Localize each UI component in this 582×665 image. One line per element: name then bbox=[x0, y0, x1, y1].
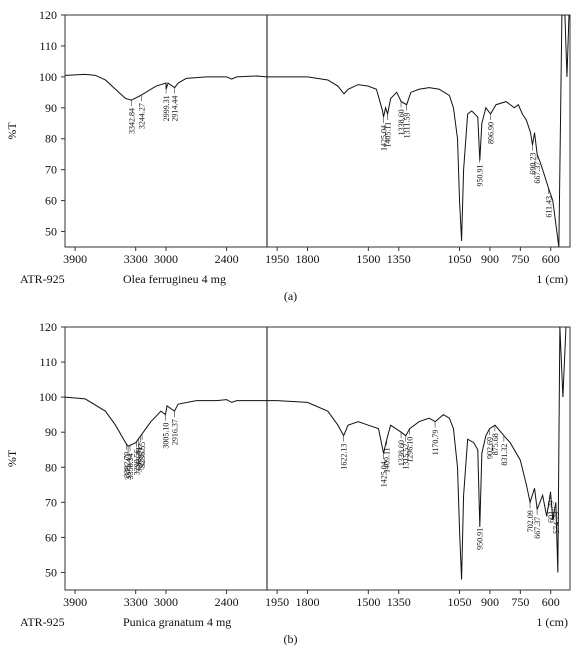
peak-label: 1296.10 bbox=[406, 437, 415, 463]
x-tick-label: 1800 bbox=[296, 595, 320, 609]
peak-label: 667.37 bbox=[533, 517, 542, 539]
peak-label: 1405.11 bbox=[384, 122, 393, 148]
peak-label: 3244.27 bbox=[137, 103, 146, 129]
x-unit-label: 1 (cm) bbox=[536, 272, 568, 286]
y-tick-label: 70 bbox=[45, 495, 57, 509]
y-tick-label: 100 bbox=[39, 70, 57, 84]
x-tick-label: 750 bbox=[511, 595, 529, 609]
x-tick-label: 1950 bbox=[265, 595, 289, 609]
peak-label: 3269.91 bbox=[135, 446, 144, 472]
x-tick-label: 3900 bbox=[63, 252, 87, 266]
y-tick-label: 80 bbox=[45, 460, 57, 474]
x-tick-label: 900 bbox=[481, 252, 499, 266]
peak-label: 896.90 bbox=[487, 122, 496, 144]
x-tick-label: 600 bbox=[542, 595, 560, 609]
x-tick-label: 1350 bbox=[387, 595, 411, 609]
y-tick-label: 90 bbox=[45, 101, 57, 115]
peak-label: 1315.52 bbox=[402, 444, 411, 470]
sample-label: Olea ferrugineu 4 mg bbox=[123, 272, 226, 286]
y-tick-label: 60 bbox=[45, 194, 57, 208]
instrument-label: ATR-925 bbox=[20, 272, 65, 286]
peak-label: 902.69 bbox=[485, 437, 494, 459]
x-tick-label: 1500 bbox=[356, 595, 380, 609]
y-tick-label: 110 bbox=[39, 355, 57, 369]
plot-frame bbox=[64, 326, 571, 591]
panel: 50 60 70 80 90 100 110 120 3900 3300 3000 2400 1950 1… bbox=[5, 320, 571, 646]
x-tick-label: 3900 bbox=[63, 595, 87, 609]
peak-label: 1311.59 bbox=[403, 113, 412, 139]
peak-label: 3342.84 bbox=[127, 108, 136, 134]
peak-label: 702.09 bbox=[526, 510, 535, 532]
peak-label: 1425.04 bbox=[380, 461, 389, 487]
x-unit-label: 1 (cm) bbox=[536, 615, 568, 629]
x-tick-label: 1950 bbox=[265, 252, 289, 266]
spectrum-line bbox=[65, 327, 569, 580]
x-tick-label: 1050 bbox=[448, 595, 472, 609]
peak-label: 3392.79 bbox=[122, 452, 131, 478]
peak-label: 667.37 bbox=[533, 162, 542, 184]
y-tick-label: 50 bbox=[45, 225, 57, 239]
instrument-label: ATR-925 bbox=[20, 615, 65, 629]
y-tick-label: 120 bbox=[39, 320, 57, 334]
peak-label: 950.91 bbox=[476, 164, 485, 186]
x-tick-label: 3300 bbox=[124, 252, 148, 266]
peak-label: 3290.56 bbox=[133, 449, 142, 475]
x-tick-label: 3000 bbox=[154, 595, 178, 609]
x-tick-label: 900 bbox=[481, 595, 499, 609]
peak-label: 3236.55 bbox=[138, 442, 147, 468]
peak-label: 1409.11 bbox=[383, 447, 392, 473]
peak-label: 1170.79 bbox=[431, 430, 440, 456]
panel-caption: (b) bbox=[284, 632, 298, 646]
x-tick-label: 3300 bbox=[124, 595, 148, 609]
y-tick-label: 120 bbox=[39, 8, 57, 22]
peak-label: 3005.10 bbox=[161, 423, 170, 449]
peak-label: 690.23 bbox=[528, 153, 537, 175]
x-tick-label: 600 bbox=[542, 252, 560, 266]
peak-label: 2916.37 bbox=[170, 419, 179, 445]
x-tick-label: 1500 bbox=[356, 252, 380, 266]
y-tick-label: 90 bbox=[45, 425, 57, 439]
y-tick-label: 70 bbox=[45, 163, 57, 177]
peak-label: 1622.13 bbox=[340, 444, 349, 470]
panel-caption: (a) bbox=[284, 289, 297, 303]
peak-label: 2914.44 bbox=[171, 96, 180, 122]
peak-label: 611.43 bbox=[544, 196, 553, 218]
peak-label: 1338.60 bbox=[397, 109, 406, 135]
peak-label: 3253.37 bbox=[136, 444, 145, 470]
y-tick-label: 80 bbox=[45, 132, 57, 146]
y-tick-label: 50 bbox=[45, 565, 57, 579]
x-tick-label: 3000 bbox=[154, 252, 178, 266]
peak-label: 1425.04 bbox=[380, 125, 389, 151]
peak-label: 875.68 bbox=[491, 433, 500, 455]
peak-label: 601.79 bbox=[546, 501, 555, 523]
sample-label: Punica granatum 4 mg bbox=[123, 615, 231, 629]
x-tick-label: 2400 bbox=[215, 595, 239, 609]
x-tick-label: 2400 bbox=[215, 252, 239, 266]
peak-label: 831.32 bbox=[500, 444, 509, 466]
y-tick-label: 60 bbox=[45, 530, 57, 544]
x-tick-label: 1050 bbox=[448, 252, 472, 266]
peak-label: 2999.31 bbox=[162, 95, 171, 121]
y-axis-label: %T bbox=[5, 122, 19, 140]
y-axis-label: %T bbox=[5, 449, 19, 467]
y-tick-label: 100 bbox=[39, 390, 57, 404]
plot-frame bbox=[64, 14, 571, 248]
peak-label: 950.91 bbox=[476, 528, 485, 550]
peak-label: 3375.43 bbox=[124, 454, 133, 480]
x-tick-label: 1350 bbox=[387, 252, 411, 266]
peak-label: 1338.60 bbox=[397, 440, 406, 466]
y-tick-label: 110 bbox=[39, 39, 57, 53]
panel: 50 60 70 80 90 100 110 120 3900 3300 3000 2400 1950 1… bbox=[5, 8, 571, 303]
peak-label: 574.79 bbox=[552, 512, 561, 534]
peak-label: 3356.34 bbox=[126, 453, 135, 479]
x-tick-label: 1800 bbox=[296, 252, 320, 266]
x-tick-label: 750 bbox=[511, 252, 529, 266]
